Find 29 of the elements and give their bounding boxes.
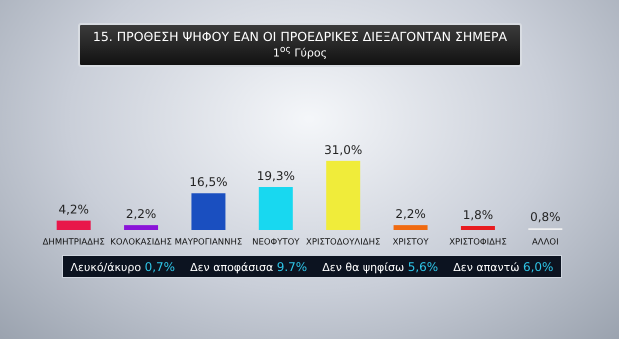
bar [191,193,226,230]
data-label: 1,8% [462,208,494,222]
x-tick-label: ΚΟΛΟΚΑΣΙΔΗΣ [110,238,172,248]
bar [124,225,158,230]
text: Δεν απαντώ 6,0% [453,260,554,274]
x-tick-label: ΧΡΙΣΤΟΥ [392,238,430,248]
data-label: 2,2% [126,207,156,222]
x-tick-label: ΜΑΥΡΟΓΙΑΝΝΗΣ [174,238,242,248]
x-tick-label: ΔΗΜΗΤΡΙΑΔΗΣ [42,238,105,248]
x-tick-label: ΧΡΙΣΤΟΔΟΥΛΙΔΗΣ [306,238,380,248]
bar [56,220,91,230]
data-label: 0,8% [530,210,561,224]
data-label: 31,0% [324,142,362,157]
text: Λευκό/άκυρο 0,7% [70,260,176,274]
chart-title: 15. ΠΡΟΘΕΣΗ ΨΗΦΟΥ ΕΑΝ ΟΙ ΠΡΟΕΔΡΙΚΕΣ ΔΙΕΞΑΓΟΝΤΑΝ ΣΗΜΕΡΑ [92,29,508,44]
bar [460,226,495,230]
data-label: 16,5% [189,175,228,190]
x-tick-label: ΑΛΛΟΙ [532,238,559,248]
bar [394,225,428,230]
data-label: 19,3% [256,168,295,183]
data-label: 4,2% [58,202,89,217]
bar [258,186,293,230]
bar [326,160,360,230]
x-tick-label: ΝΕΟΦΥΤΟΥ [252,238,300,248]
x-tick-label: ΧΡΙΣΤΟΦΙΔΗΣ [449,238,507,248]
data-label: 2,2% [395,207,426,222]
chart-subtitle: 1$^{ος}$ Γύρος [272,44,328,60]
text: Δεν αποφάσισα 9.7% [190,260,308,274]
text: Δεν θα ψηφίσω 5,6% [322,260,438,274]
